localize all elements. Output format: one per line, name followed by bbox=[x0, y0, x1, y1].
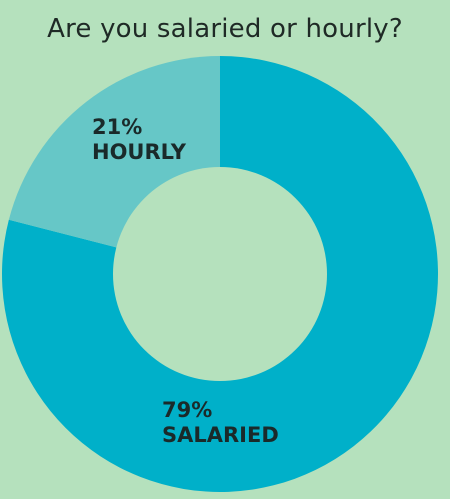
salaried-name-label: SALARIED bbox=[162, 423, 279, 447]
slice-label-hourly: 21% HOURLY bbox=[92, 115, 186, 165]
hourly-name-label: HOURLY bbox=[92, 140, 186, 164]
donut-hole bbox=[113, 167, 327, 381]
chart-title: Are you salaried or hourly? bbox=[47, 14, 403, 44]
hourly-percent-label: 21% bbox=[92, 115, 143, 139]
slice-label-salaried: 79% SALARIED bbox=[162, 398, 279, 448]
salaried-percent-label: 79% bbox=[162, 398, 213, 422]
